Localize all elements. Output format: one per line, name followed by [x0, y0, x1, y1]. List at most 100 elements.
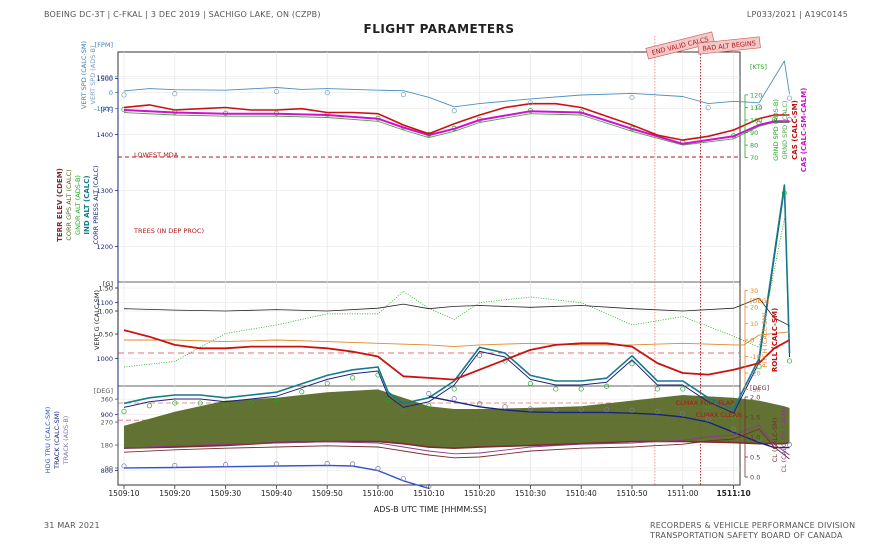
- x-tick-label: 1510:50: [616, 489, 647, 498]
- attitude-tick-label: -20: [750, 370, 761, 378]
- vert_spd-tick-label: 0: [109, 89, 113, 97]
- track-adsb-point: [451, 396, 457, 402]
- grnd-spd-calc-line: [123, 112, 790, 146]
- x-tick-label: 1511:00: [667, 489, 698, 498]
- track-adsb-point: [756, 436, 762, 443]
- cl-tick-label: 2.0: [750, 394, 760, 402]
- gndr-alt-point: [400, 408, 406, 414]
- vert-spd-adsb-point: [172, 91, 178, 97]
- attitude-tick-label: -30: [750, 386, 761, 394]
- vert-spd-adsb-point: [273, 88, 279, 95]
- track-adsb-point: [705, 416, 711, 422]
- heading-tick-label: 360: [101, 396, 113, 404]
- cl-tick-label: 1.5: [750, 414, 760, 422]
- clmax-full-flap-label: CLMAX FULL FLAP: [676, 399, 734, 407]
- attitude-tick-label: -10: [750, 353, 761, 361]
- gndr-alt-point: [375, 372, 381, 378]
- vert-g-line: [123, 297, 790, 327]
- altitude-tick-label: 1500: [96, 75, 113, 83]
- gndr-alt-point: [527, 380, 533, 386]
- clmax-clean-label: CLMAX CLEAN: [696, 411, 742, 419]
- cl-unit: [DEG]: [750, 384, 769, 392]
- track-adsb-point: [477, 401, 483, 407]
- track-adsb-point: [527, 406, 533, 412]
- attitude-tick-label: 0: [750, 337, 754, 345]
- gndr-alt-point: [477, 352, 483, 358]
- gndr-alt-point: [756, 364, 762, 370]
- footer-date: 31 MAR 2021: [44, 521, 100, 530]
- x-tick-label: 1510:10: [413, 489, 444, 498]
- gndr-alt-point: [197, 400, 203, 406]
- vert-spd-adsb-point: [786, 95, 793, 101]
- grnd-spd-calc-label: GRND SPD (CALC): [781, 101, 789, 160]
- vert-spd-adsb-point: [324, 90, 330, 96]
- trees-label: TREES (IN DEP PROC): [133, 227, 204, 235]
- track-calc-label: TRACK (CALC-SM): [53, 411, 61, 470]
- track-adsb-point: [604, 406, 610, 412]
- vert_g-unit: [G]: [103, 280, 113, 288]
- track-adsb-point: [654, 408, 660, 415]
- cas-calm-line: [123, 109, 790, 145]
- vert-spd-label-adsb: VERT SPD (ADS-B): [89, 46, 97, 105]
- gndr-alt-point: [299, 389, 305, 395]
- vert_spd-unit: [FPM]: [95, 41, 113, 49]
- altitude-tick-label: 1300: [96, 187, 113, 195]
- vert-spd-adsb-point: [400, 92, 406, 98]
- cl-tick-label: 0.0: [750, 474, 760, 482]
- track-adsb-point: [223, 462, 229, 468]
- cl-calm-label: CL (CALC-SM-CALM): [780, 407, 788, 472]
- altitude-tick-label: 1000: [96, 355, 113, 363]
- speed-unit: [KTS]: [750, 63, 767, 71]
- pitch-line: [124, 331, 790, 348]
- vert-spd-calc-line: [123, 60, 790, 108]
- vert_g-tick-label: 1.00: [99, 308, 113, 316]
- speed-tick-label: 110: [750, 104, 762, 112]
- gndr-alt-label: GNDR ALT (ADS-B): [74, 175, 82, 235]
- corr-gps-alt-label: CORR GPS ALT (CALC): [65, 169, 73, 240]
- hdg-tru-label: HDG TRU (CALC-SM): [44, 407, 52, 474]
- cl-label: CL (CALC-SM): [771, 418, 779, 463]
- x-tick-label: 1511:10: [716, 489, 750, 498]
- track-adsb-point: [121, 463, 127, 469]
- gndr-alt-point: [248, 400, 254, 406]
- attitude-tick-label: 30: [750, 287, 758, 295]
- gndr-alt-point: [705, 403, 711, 409]
- vert_spd-tick-label: -1000: [94, 105, 113, 113]
- x-tick-label: 1509:10: [108, 489, 139, 498]
- track-adsb-point: [680, 411, 686, 417]
- track-adsb-point: [786, 442, 793, 448]
- track-adsb-point: [324, 460, 330, 467]
- corr-gps-alt-line: [123, 218, 785, 368]
- pitch-label: PITCH (CALC-SM): [761, 312, 769, 367]
- altitude-tick-label: 1200: [96, 243, 113, 251]
- cas-line: [123, 102, 790, 141]
- vert-spd-adsb-point: [629, 94, 635, 100]
- x-tick-label: 1510:30: [515, 489, 546, 498]
- heading-tick-label: 180: [101, 442, 113, 450]
- roll-label: ROLL (CALC-SM): [771, 308, 779, 372]
- gndr-alt-point: [731, 414, 737, 420]
- speed-tick-label: 70: [750, 154, 758, 162]
- x-tick-label: 1509:20: [159, 489, 190, 498]
- gndr-alt-point: [146, 403, 152, 409]
- speed-tick-label: 90: [750, 129, 758, 137]
- gndr-alt-point: [121, 408, 127, 414]
- cas-calm-label: CAS (CALC-SM-CALM): [800, 88, 808, 173]
- attitude-tick-label: 20: [750, 304, 758, 312]
- track-adsb-point: [400, 476, 406, 482]
- roll-line: [123, 329, 790, 381]
- gndr-alt-point: [553, 386, 559, 392]
- vert_spd-tick-label: 1000: [96, 73, 113, 81]
- gndr-alt-point: [604, 383, 610, 389]
- altitude-tick-label: 1400: [96, 131, 113, 139]
- speed-tick-label: 120: [750, 91, 762, 99]
- x-tick-label: 1509:40: [261, 489, 292, 498]
- bad-alt-begins-label: BAD ALT BEGINS: [697, 36, 761, 55]
- vert-spd-adsb-point: [121, 92, 127, 98]
- attitude-unit: [DEG]: [750, 297, 769, 305]
- vert-spd-label-calc: VERT SPD (CALC-SM): [80, 41, 88, 109]
- vert-spd-adsb-point: [705, 105, 711, 111]
- gndr-alt-point: [578, 386, 584, 392]
- x-tick-label: 1510:40: [566, 489, 597, 498]
- track-adsb-point: [731, 426, 737, 432]
